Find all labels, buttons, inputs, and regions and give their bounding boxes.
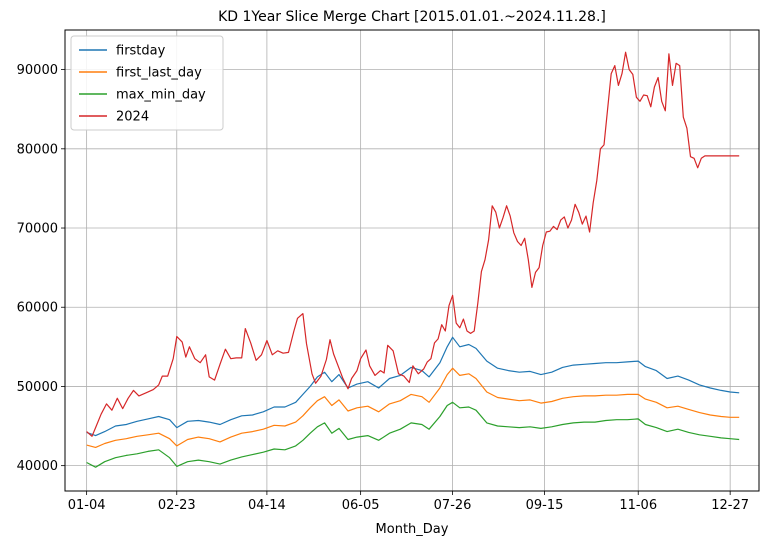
plot-frame (64, 29, 760, 492)
x-tick-label: 06-05 (342, 498, 380, 513)
y-tick-label: 70000 (17, 222, 58, 237)
x-tick-label: 11-06 (619, 498, 657, 513)
x-tick-label: 04-14 (248, 498, 286, 513)
legend-label: 2024 (116, 110, 149, 125)
series-line-max-min-day (86, 401, 740, 468)
y-tick-label: 60000 (17, 301, 58, 316)
y-tick-label: 40000 (17, 459, 58, 474)
legend-label: firstday (116, 44, 166, 59)
series-layer (86, 51, 740, 468)
x-axis-ticks: 01-04 02-23 04-14 06-05 07-26 09-15 11-06 12-27 (68, 491, 749, 513)
chart-title: KD 1Year Slice Merge Chart [2015.01.01.~… (218, 9, 606, 25)
x-tick-label: 12-27 (711, 498, 749, 513)
x-tick-label: 07-26 (434, 498, 472, 513)
series-line-2024 (86, 51, 740, 437)
y-axis-ticks: 40000 50000 60000 70000 80000 90000 (17, 63, 65, 474)
x-tick-label: 02-23 (158, 498, 196, 513)
y-tick-label: 50000 (17, 380, 58, 395)
y-tick-label: 80000 (17, 142, 58, 157)
legend-box (70, 35, 224, 131)
y-tick-label: 90000 (17, 63, 58, 78)
series-line-firstday (86, 336, 740, 437)
x-tick-label: 01-04 (68, 498, 106, 513)
legend-label: first_last_day (116, 66, 202, 81)
legend: firstday first_last_day max_min_day 2024 (70, 35, 224, 131)
x-tick-label: 09-15 (526, 498, 564, 513)
x-axis-label: Month_Day (376, 522, 449, 537)
grid-lines (65, 30, 759, 491)
series-line-first-last-day (86, 367, 740, 448)
legend-label: max_min_day (116, 88, 206, 103)
